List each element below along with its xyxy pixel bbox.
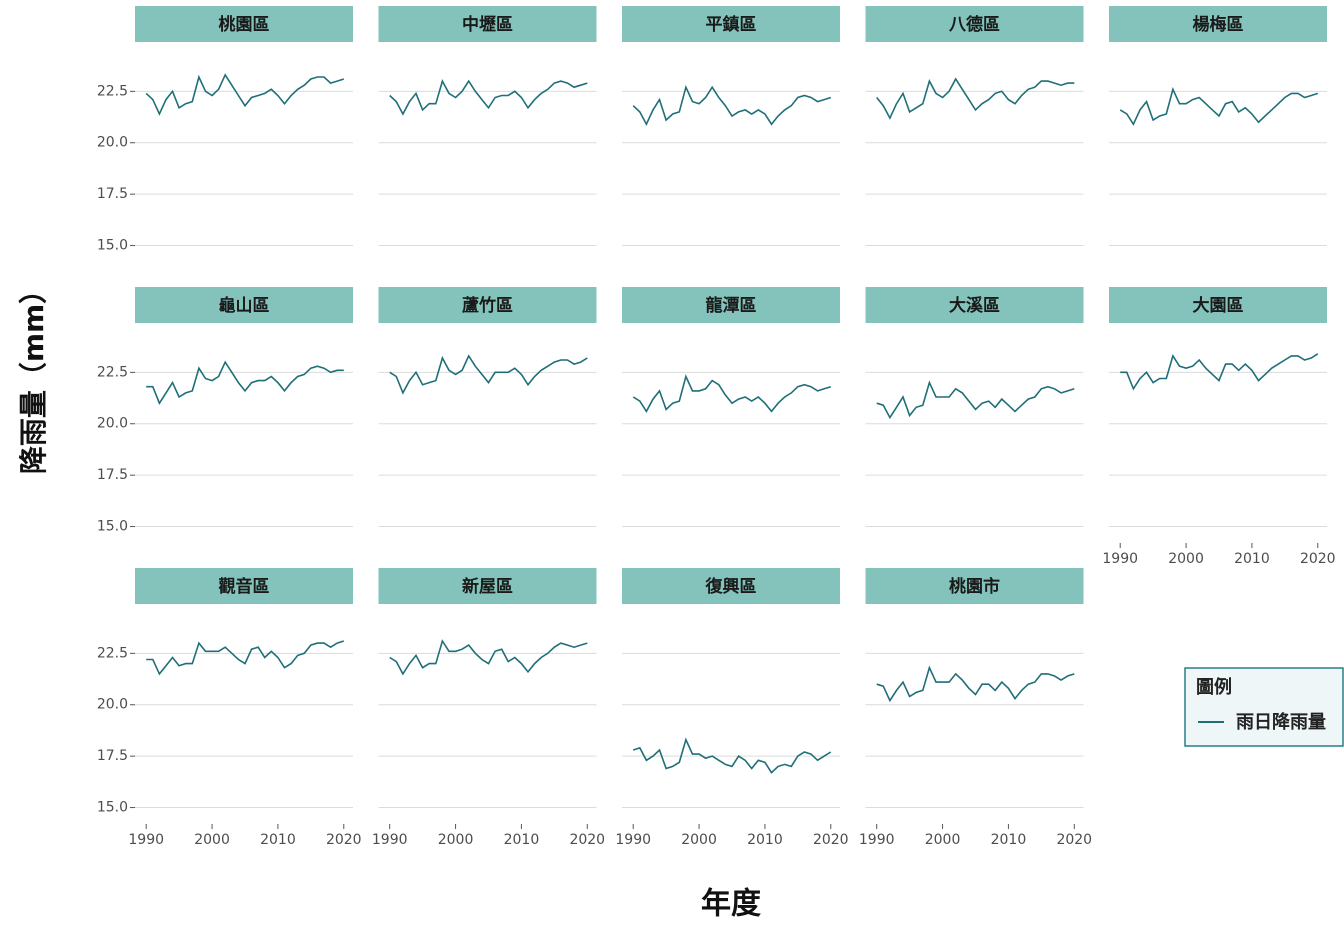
legend-title: 圖例 — [1196, 676, 1232, 698]
y-tick-label: 22.5 — [97, 364, 128, 380]
data-line — [389, 78, 588, 116]
y-tick-label: 17.5 — [97, 748, 128, 764]
data-line — [1119, 86, 1319, 126]
strip — [378, 6, 597, 42]
panel-title: 楊梅區 — [1193, 14, 1244, 35]
y-tick-label: 20.0 — [97, 135, 128, 151]
y-tick-label: 22.5 — [97, 83, 128, 99]
y-tick-label: 20.0 — [97, 416, 128, 432]
x-tick-label: 2020 — [813, 832, 849, 848]
y-tick-label: 17.5 — [97, 186, 128, 202]
panel-title: 復興區 — [705, 576, 757, 597]
x-tick-label: 2010 — [1234, 551, 1270, 567]
x-tick-label: 1990 — [1102, 551, 1138, 567]
panel-title: 桃園區 — [219, 14, 270, 35]
panel-title: 龜山區 — [219, 295, 270, 316]
panel-title: 平鎮區 — [706, 14, 757, 35]
data-line — [145, 73, 345, 116]
y-tick-label: 15.0 — [97, 800, 128, 816]
x-tick-label: 2010 — [260, 832, 296, 848]
x-tick-label: 1990 — [128, 832, 164, 848]
strip — [622, 287, 840, 323]
data-line — [632, 737, 832, 774]
data-line — [876, 380, 1075, 420]
x-tick-label: 1990 — [859, 832, 895, 848]
panel-title: 八德區 — [949, 14, 1000, 35]
panel-title: 大園區 — [1193, 295, 1244, 316]
strip — [378, 568, 597, 604]
x-tick-label: 2000 — [681, 832, 717, 848]
x-tick-label: 2010 — [991, 832, 1027, 848]
legend-label: 雨日降雨量 — [1236, 711, 1326, 733]
strip — [622, 568, 840, 604]
strip — [378, 287, 597, 323]
x-tick-label: 2000 — [1168, 551, 1204, 567]
x-tick-label: 2010 — [747, 832, 783, 848]
strip — [865, 568, 1084, 604]
panel-title: 蘆竹區 — [462, 295, 513, 316]
panel-title: 觀音區 — [219, 576, 270, 597]
panel-title: 桃園市 — [949, 576, 1000, 597]
x-tick-label: 2000 — [194, 832, 230, 848]
data-line — [389, 639, 588, 676]
strip — [865, 6, 1084, 42]
x-tick-label: 2020 — [326, 832, 362, 848]
x-tick-label: 2020 — [569, 832, 605, 848]
strip — [135, 287, 353, 323]
data-line — [876, 77, 1075, 120]
legend-box — [1184, 667, 1344, 747]
y-tick-label: 15.0 — [97, 238, 128, 254]
strip — [622, 6, 840, 42]
y-tick-label: 20.0 — [97, 697, 128, 713]
strip — [135, 6, 353, 42]
data-line — [632, 84, 832, 126]
data-line — [389, 354, 588, 395]
data-line — [632, 374, 832, 413]
x-tick-label: 2000 — [438, 832, 474, 848]
data-line — [146, 640, 345, 676]
panel-title: 大溪區 — [949, 295, 1000, 316]
y-tick-label: 15.0 — [97, 519, 128, 535]
x-tick-label: 1990 — [372, 832, 408, 848]
strip — [865, 287, 1084, 323]
data-line — [1120, 353, 1319, 391]
x-tick-label: 2010 — [504, 832, 540, 848]
x-tick-label: 2000 — [925, 832, 961, 848]
y-tick-label: 22.5 — [97, 645, 128, 661]
data-line — [876, 665, 1075, 703]
x-tick-label: 1990 — [615, 832, 651, 848]
strip — [1109, 6, 1327, 42]
panel-title: 新屋區 — [462, 576, 513, 597]
panel-title: 龍潭區 — [706, 295, 757, 316]
strip — [1109, 287, 1327, 323]
x-tick-label: 2020 — [1300, 551, 1336, 567]
y-tick-label: 17.5 — [97, 467, 128, 483]
panel-title: 中壢區 — [462, 14, 513, 35]
y-axis-label: 降雨量（mm） — [17, 276, 50, 474]
x-axis-label: 年度 — [701, 887, 761, 922]
x-tick-label: 2020 — [1056, 832, 1092, 848]
strip — [135, 568, 353, 604]
data-line — [146, 360, 344, 405]
